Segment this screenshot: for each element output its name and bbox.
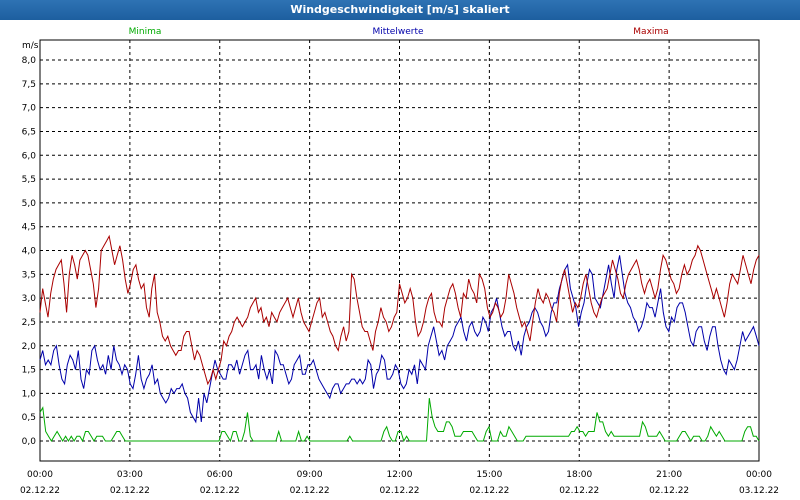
y-tick-label: 7,5 (22, 80, 36, 90)
y-tick-label: 7,0 (22, 104, 37, 114)
x-tick-time: 15:00 (476, 470, 502, 480)
x-tick-time: 18:00 (566, 470, 592, 480)
y-tick-label: 5,0 (22, 199, 37, 209)
x-tick-time: 00:00 (746, 470, 772, 480)
y-tick-label: 6,0 (22, 151, 37, 161)
x-tick-time: 12:00 (387, 470, 413, 480)
y-tick-label: 0,0 (22, 437, 37, 447)
x-tick-time: 00:00 (27, 470, 53, 480)
x-tick-date: 02.12.22 (469, 486, 509, 496)
y-tick-label: 3,5 (22, 270, 36, 280)
legend-mittelwerte: Mittelwerte (372, 27, 423, 37)
series-line-minima (39, 398, 760, 443)
y-axis-label: m/s (22, 41, 39, 51)
x-tick-date: 03.12.22 (739, 486, 779, 496)
y-tick-label: 5,5 (22, 175, 36, 185)
y-tick-label: 1,5 (22, 366, 36, 376)
x-tick-date: 02.12.22 (290, 486, 330, 496)
grid (40, 40, 759, 461)
y-tick-label: 1,0 (22, 389, 37, 399)
x-tick-time: 21:00 (656, 470, 682, 480)
x-axis: 00:00 02.12.22 03:00 02.12.22 06:00 02.12.22 0… (20, 470, 779, 496)
y-tick-label: 3,0 (22, 294, 37, 304)
window-title: Windgeschwindigkeit [m/s] skaliert (0, 0, 800, 20)
x-tick-date: 02.12.22 (649, 486, 689, 496)
y-tick-label: 2,0 (22, 342, 37, 352)
y-axis: 0,0 0,5 1,0 1,5 2,0 2,5 3,0 3,5 4,0 4,5 5,0 5,5 6,0 6… (22, 56, 37, 447)
x-tick-date: 02.12.22 (559, 486, 599, 496)
legend-maxima: Maxima (633, 27, 668, 37)
x-tick-date: 02.12.22 (200, 486, 240, 496)
series-line-maxima (39, 234, 760, 386)
series-line-mittelwerte (39, 255, 760, 424)
x-tick-time: 03:00 (117, 470, 143, 480)
x-tick-time: 09:00 (297, 470, 323, 480)
x-tick-time: 06:00 (207, 470, 233, 480)
x-tick-date: 02.12.22 (110, 486, 150, 496)
y-tick-label: 4,5 (22, 223, 36, 233)
y-tick-label: 0,5 (22, 413, 36, 423)
y-tick-label: 2,5 (22, 318, 36, 328)
y-tick-label: 6,5 (22, 127, 36, 137)
legend-minima: Minima (129, 27, 162, 37)
x-tick-date: 02.12.22 (20, 486, 60, 496)
y-tick-label: 4,0 (22, 247, 37, 257)
y-tick-label: 8,0 (22, 56, 37, 66)
x-tick-date: 02.12.22 (379, 486, 419, 496)
series-lines (39, 234, 760, 443)
